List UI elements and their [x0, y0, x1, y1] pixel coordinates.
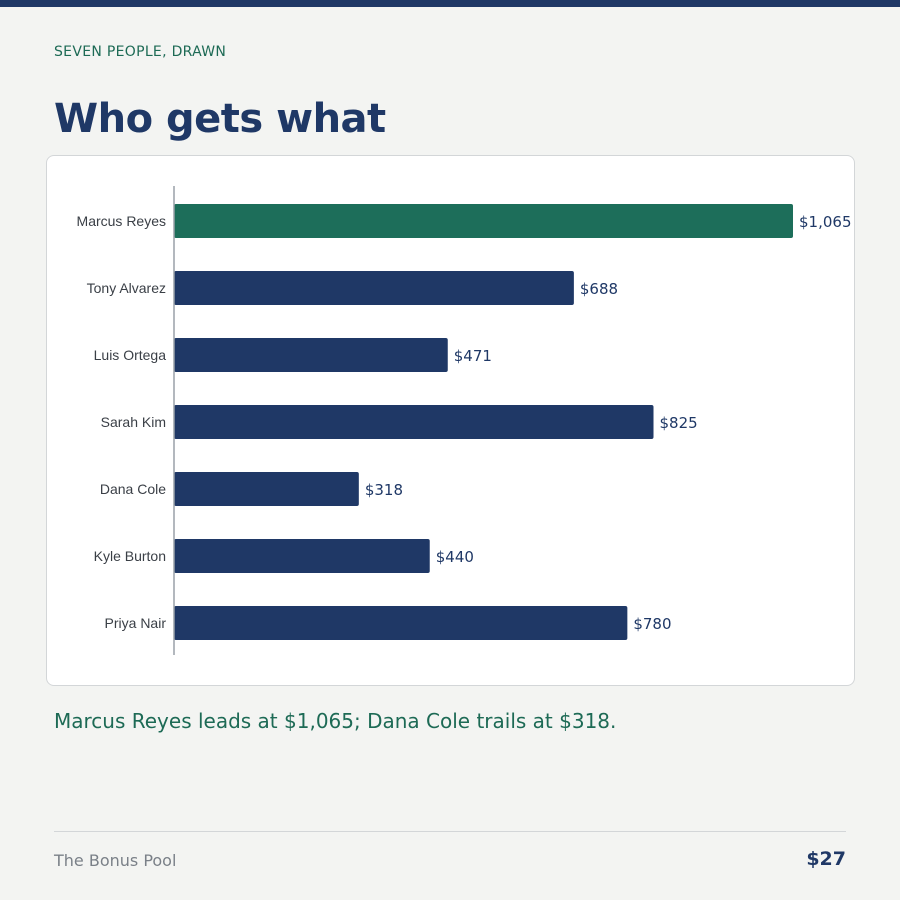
footer-source: The Bonus Pool [54, 851, 177, 870]
bar [174, 338, 448, 372]
value-label: $1,065 [799, 213, 852, 231]
value-label: $471 [454, 347, 492, 365]
footer-page-number: $27 [806, 848, 846, 870]
category-label: Kyle Burton [94, 548, 166, 564]
bar-chart: Marcus Reyes $1,065 Tony Alvarez $688 Luis O… [77, 186, 852, 655]
bar [174, 472, 359, 506]
category-label: Tony Alvarez [87, 280, 166, 296]
bar [174, 271, 574, 305]
chart-card: Marcus Reyes $1,065 Tony Alvarez $688 Luis O… [46, 155, 855, 686]
value-label: $318 [365, 481, 403, 499]
category-label: Luis Ortega [94, 347, 167, 363]
bar [174, 606, 628, 640]
category-label: Marcus Reyes [77, 213, 166, 229]
category-label: Priya Nair [105, 615, 167, 631]
value-label: $440 [436, 548, 474, 566]
bar [174, 405, 654, 439]
bar [174, 539, 430, 573]
value-label: $825 [660, 414, 698, 432]
chart-caption: Marcus Reyes leads at $1,065; Dana Cole … [54, 709, 617, 733]
top-accent-rule [0, 0, 900, 7]
category-label: Sarah Kim [101, 414, 166, 430]
category-label: Dana Cole [100, 481, 166, 497]
value-label: $780 [633, 615, 671, 633]
page-title: Who gets what [54, 96, 386, 142]
bar [174, 204, 793, 238]
footer-divider [54, 831, 846, 832]
eyebrow-label: SEVEN PEOPLE, DRAWN [54, 44, 227, 60]
value-label: $688 [580, 280, 618, 298]
